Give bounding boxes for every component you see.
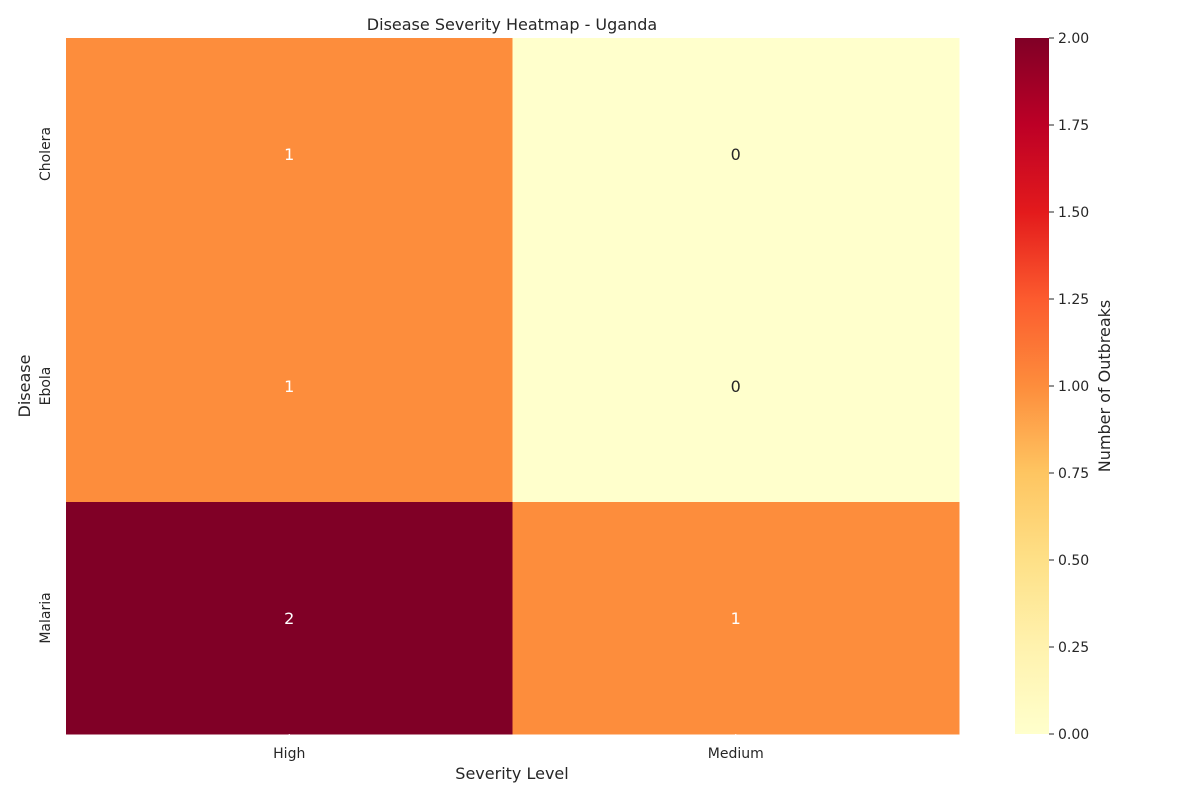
heatmap-cell: [512, 502, 960, 735]
heatmap-cell: [66, 38, 513, 271]
heatmap-cells: 1 0 1 0 2 1: [66, 38, 960, 735]
colorbar-tick-label: 0.50: [1058, 553, 1089, 569]
cell-value-label: 1: [284, 377, 294, 396]
heatmap-cell: [512, 38, 960, 271]
colorbar-ticks: 0.00 0.25 0.50 0.75 1.00 1.25 1.50 1.75 2.00: [1049, 31, 1089, 743]
colorbar-tick-label: 1.50: [1058, 205, 1089, 221]
cell-value-label: 1: [731, 609, 741, 628]
heatmap-cell: [66, 502, 513, 735]
colorbar-tick-label: 1.25: [1058, 292, 1089, 308]
colorbar-tick-label: 1.00: [1058, 379, 1089, 395]
x-tick-label: Medium: [708, 746, 764, 762]
y-tick-label: Ebola: [38, 367, 54, 406]
cell-value-label: 2: [284, 609, 294, 628]
cell-value-label: 0: [731, 377, 741, 396]
cell-value-label: 1: [284, 145, 294, 164]
y-axis-ticks: Cholera Ebola Malaria: [38, 127, 54, 644]
colorbar-tick-label: 0.75: [1058, 466, 1089, 482]
x-axis-title: Severity Level: [455, 764, 568, 783]
x-axis-ticks: High Medium: [273, 734, 764, 762]
x-tick-label: High: [273, 746, 305, 762]
chart-title: Disease Severity Heatmap - Uganda: [367, 15, 657, 34]
y-tick-label: Malaria: [38, 592, 54, 643]
heatmap-cell: [512, 270, 960, 503]
cell-value-label: 0: [731, 145, 741, 164]
colorbar-tick-label: 2.00: [1058, 31, 1089, 47]
colorbar-title: Number of Outbreaks: [1095, 300, 1114, 473]
colorbar-tick-label: 1.75: [1058, 118, 1089, 134]
colorbar-tick-label: 0.00: [1058, 727, 1089, 743]
colorbar-tick-label: 0.25: [1058, 640, 1089, 656]
y-tick-label: Cholera: [38, 127, 54, 181]
heatmap-cell: [66, 270, 513, 503]
colorbar: [1015, 38, 1049, 734]
y-axis-title: Disease: [15, 355, 34, 418]
